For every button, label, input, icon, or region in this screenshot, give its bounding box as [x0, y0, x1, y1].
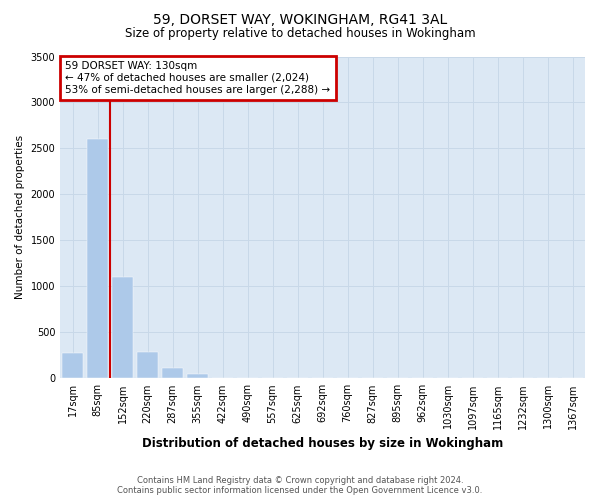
Text: 59 DORSET WAY: 130sqm
← 47% of detached houses are smaller (2,024)
53% of semi-d: 59 DORSET WAY: 130sqm ← 47% of detached …	[65, 62, 331, 94]
Text: 59, DORSET WAY, WOKINGHAM, RG41 3AL: 59, DORSET WAY, WOKINGHAM, RG41 3AL	[153, 12, 447, 26]
Bar	[162, 368, 183, 378]
Text: Contains HM Land Registry data © Crown copyright and database right 2024.
Contai: Contains HM Land Registry data © Crown c…	[118, 476, 482, 495]
Bar	[62, 354, 83, 378]
Bar	[112, 277, 133, 378]
Bar	[137, 352, 158, 378]
X-axis label: Distribution of detached houses by size in Wokingham: Distribution of detached houses by size …	[142, 437, 503, 450]
Bar	[87, 140, 108, 378]
Text: Size of property relative to detached houses in Wokingham: Size of property relative to detached ho…	[125, 28, 475, 40]
Y-axis label: Number of detached properties: Number of detached properties	[15, 136, 25, 300]
Bar	[187, 374, 208, 378]
